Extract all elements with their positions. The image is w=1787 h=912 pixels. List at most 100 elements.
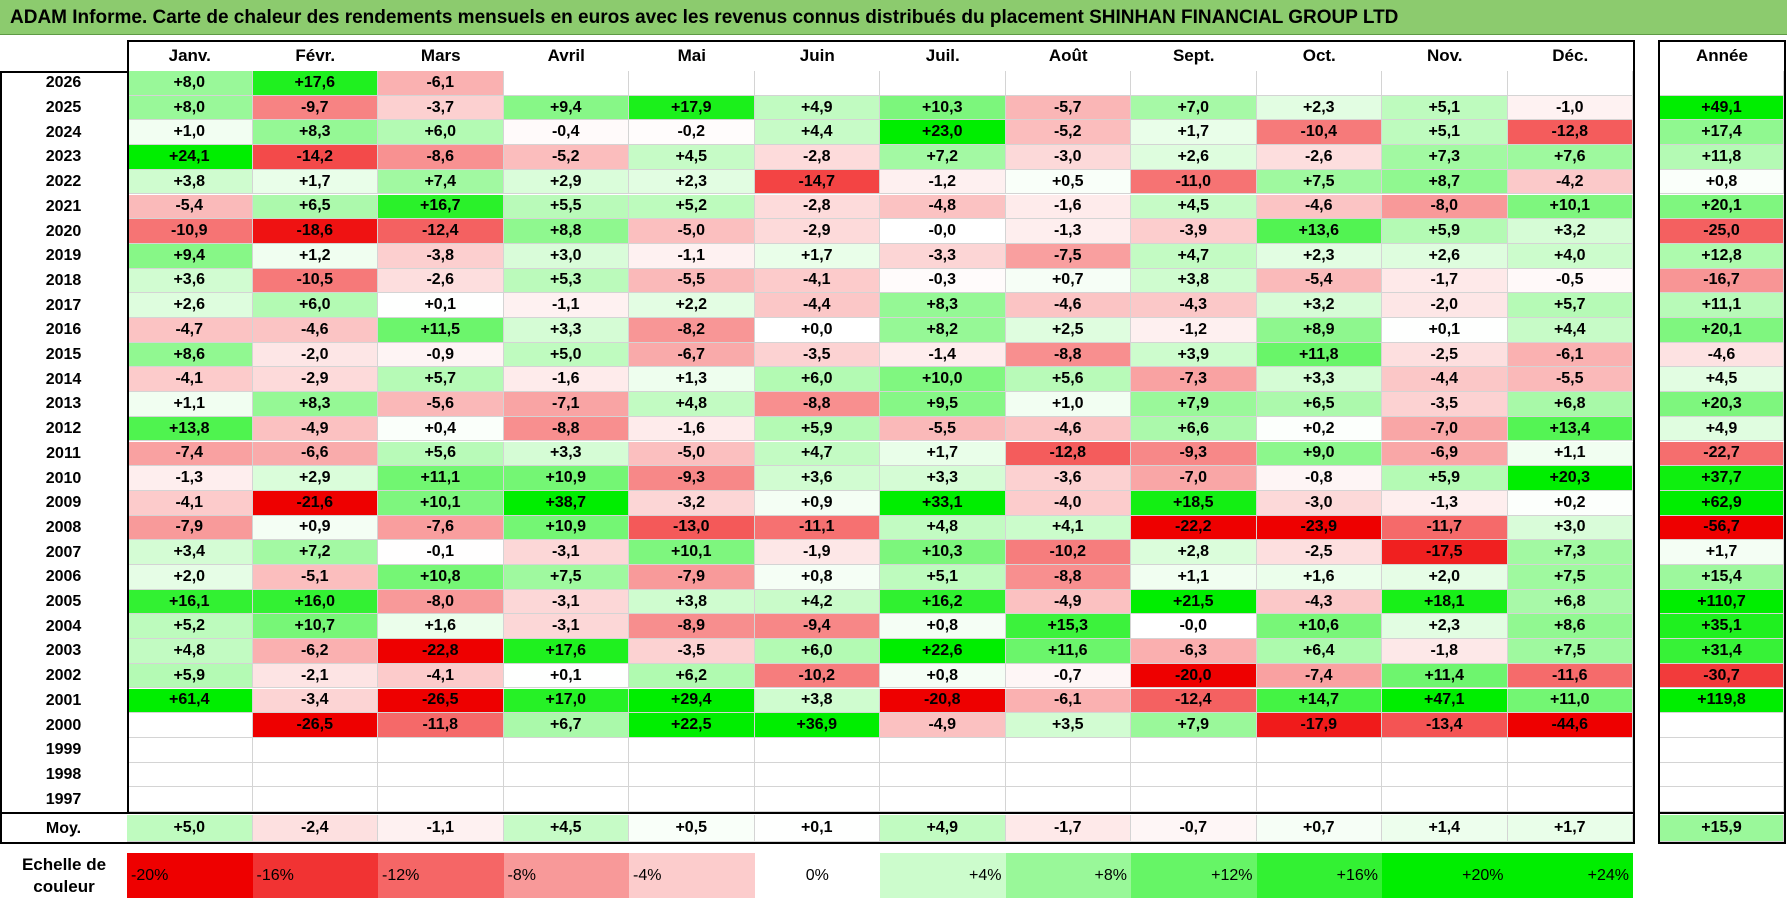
heatmap-cell: +2,3	[1256, 95, 1382, 121]
heatmap-cell: -12,4	[1131, 688, 1257, 714]
heatmap-cell: +3,3	[503, 318, 629, 343]
year-total-cell: +31,4	[1660, 639, 1784, 664]
row-year-label: 2025	[45, 99, 82, 117]
heatmap-cell: +4,7	[1131, 243, 1257, 269]
heatmap-cell: +15,3	[1005, 614, 1131, 640]
row-year-label: 2013	[45, 395, 82, 413]
heatmap-cell: +7,9	[1131, 713, 1257, 738]
heatmap-cell: +5,2	[127, 614, 253, 640]
year-total-cell: +11,8	[1660, 145, 1784, 170]
row-year-label: 2016	[45, 321, 82, 339]
heatmap-cell: -2,1	[252, 663, 378, 689]
row-year-label: 2021	[45, 197, 82, 215]
heatmap-cell: -26,5	[378, 688, 504, 714]
heatmap-cell: +38,7	[503, 490, 629, 516]
heatmap-cell: +61,4	[127, 688, 253, 714]
heatmap-cell: +9,4	[503, 95, 629, 121]
heatmap-cell: +2,0	[1382, 565, 1508, 590]
heatmap-cell: +6,8	[1507, 589, 1633, 615]
heatmap-cell: +3,8	[1131, 268, 1257, 294]
heatmap-cell: -5,6	[378, 392, 504, 417]
row-year-label: 2023	[45, 148, 82, 166]
heatmap-cell: +11,1	[378, 466, 504, 491]
heatmap-cell: -7,0	[1382, 416, 1508, 442]
heatmap-cell: +4,0	[1507, 243, 1633, 269]
heatmap-cell: +0,0	[754, 318, 880, 343]
heatmap-cell: +16,1	[127, 589, 253, 615]
heatmap-cell	[629, 762, 755, 788]
heatmap-cell: -3,6	[1005, 466, 1131, 491]
heatmap-cell: +7,5	[1507, 639, 1633, 664]
heatmap-cell: -4,7	[127, 318, 253, 343]
heatmap-cell: -7,3	[1131, 367, 1257, 393]
heatmap-cell	[503, 762, 629, 788]
heatmap-cell: -6,2	[252, 639, 378, 664]
heatmap-cell: -4,6	[1005, 416, 1131, 442]
heatmap-cell: -3,0	[1256, 490, 1382, 516]
heatmap-cell: +3,4	[127, 540, 253, 565]
average-cell: +4,5	[503, 815, 629, 842]
heatmap-cell: -5,7	[1005, 95, 1131, 121]
average-cell: -1,1	[378, 815, 504, 842]
heatmap-cell: -23,9	[1256, 515, 1382, 541]
color-scale-swatch: +12%	[1131, 853, 1257, 898]
month-header: Févr.	[295, 45, 336, 65]
heatmap-cell: -4,2	[1507, 169, 1633, 195]
heatmap-cell: +0,8	[880, 663, 1006, 689]
color-scale-swatch: -8%	[503, 853, 629, 898]
heatmap-cell: +2,9	[252, 466, 378, 491]
average-cell: +4,9	[880, 815, 1006, 842]
month-header: Juil.	[925, 45, 960, 65]
heatmap-cell: -20,0	[1131, 663, 1257, 689]
heatmap-cell: -1,6	[629, 416, 755, 442]
heatmap-cell: +7,6	[1507, 145, 1633, 170]
heatmap-cell: +2,6	[127, 293, 253, 318]
heatmap-cell: -10,9	[127, 219, 253, 244]
heatmap-cell: +1,1	[1131, 565, 1257, 590]
heatmap-cell: -3,1	[503, 614, 629, 640]
year-total-cell	[1660, 71, 1784, 96]
heatmap-cell	[127, 762, 253, 788]
heatmap-cell: +2,6	[1382, 243, 1508, 269]
heatmap-cell: -10,4	[1256, 120, 1382, 146]
heatmap-cell: +18,5	[1131, 490, 1257, 516]
row-year-label: 1997	[45, 790, 82, 808]
heatmap-cell	[503, 787, 629, 812]
heatmap-cell: -11,6	[1507, 663, 1633, 689]
heatmap-cell: +0,9	[252, 515, 378, 541]
row-year-label: 1998	[45, 765, 82, 783]
heatmap-cell: +3,3	[880, 466, 1006, 491]
heatmap-cell: +6,0	[754, 639, 880, 664]
heatmap-cell: +0,8	[754, 565, 880, 590]
heatmap-cell: +1,7	[880, 441, 1006, 467]
heatmap-cell: +4,2	[754, 589, 880, 615]
heatmap-cell: -4,1	[754, 268, 880, 294]
heatmap-cell: -5,0	[629, 219, 755, 244]
heatmap-cell: +10,8	[378, 565, 504, 590]
heatmap-cell: -0,0	[1131, 614, 1257, 640]
heatmap-cell: +1,6	[1256, 565, 1382, 590]
heatmap-cell: -13,4	[1382, 713, 1508, 738]
heatmap-cell: -3,5	[754, 342, 880, 368]
heatmap-cell: -7,4	[127, 441, 253, 467]
heatmap-cell: -6,9	[1382, 441, 1508, 467]
heatmap-cell: -0,5	[1507, 268, 1633, 294]
row-year-label: 2015	[45, 346, 82, 364]
heatmap-cell: +8,9	[1256, 318, 1382, 343]
heatmap-cell: +13,4	[1507, 416, 1633, 442]
heatmap-cell: -0,8	[1256, 466, 1382, 491]
heatmap-cell: +6,4	[1256, 639, 1382, 664]
heatmap-cell: +0,1	[1382, 318, 1508, 343]
heatmap-cell	[252, 787, 378, 812]
heatmap-cell	[629, 787, 755, 812]
average-label: Moy.	[45, 819, 82, 837]
heatmap-cell: -2,9	[252, 367, 378, 393]
year-total-cell: +110,7	[1660, 589, 1784, 615]
heatmap-cell: +5,1	[1382, 95, 1508, 121]
heatmap-cell	[1256, 71, 1382, 96]
heatmap-cell	[1256, 737, 1382, 763]
heatmap-cell: +4,5	[1131, 194, 1257, 220]
row-year-label: 2001	[45, 691, 82, 709]
heatmap-cell: +17,0	[503, 688, 629, 714]
heatmap-cell	[1131, 737, 1257, 763]
